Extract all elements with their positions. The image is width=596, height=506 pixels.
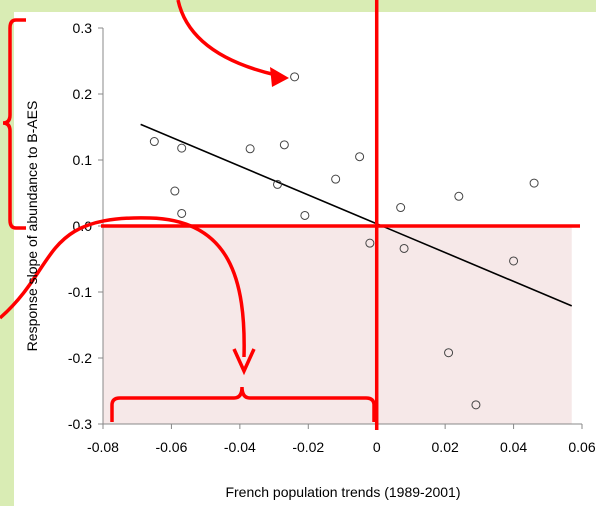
- x-tick-label: -0.02: [292, 439, 324, 455]
- x-tick-label: -0.04: [224, 439, 256, 455]
- data-points: [149, 72, 539, 410]
- annotation-curved-arrowhead: [232, 348, 256, 376]
- y-tick-label: 0.3: [73, 20, 93, 36]
- data-point: [444, 348, 454, 358]
- annotation-bottom-bracket: [110, 386, 376, 422]
- x-tick-label: 0: [373, 439, 381, 455]
- shaded-quadrant-layer: [103, 226, 572, 424]
- data-point: [529, 178, 539, 188]
- y-tick-label: 0.1: [73, 152, 93, 168]
- data-point: [300, 210, 310, 220]
- x-tick-label: 0.06: [568, 439, 595, 455]
- data-point: [365, 238, 375, 248]
- annotation-top-arrow: [176, 0, 277, 77]
- y-tick-labels: -0.3-0.2-0.10.00.10.20.3: [68, 20, 103, 432]
- data-point: [399, 243, 409, 253]
- x-tick-label: -0.06: [155, 439, 187, 455]
- data-point: [454, 191, 464, 201]
- data-point: [177, 143, 187, 153]
- annotation-curved-arrow: [0, 216, 246, 358]
- data-point: [279, 140, 289, 150]
- regression-line: [140, 123, 573, 307]
- shaded-quadrant: [103, 226, 572, 424]
- data-point: [245, 144, 255, 154]
- y-tick-label: -0.3: [68, 416, 92, 432]
- data-point: [272, 179, 282, 189]
- data-point: [509, 256, 519, 266]
- data-point: [149, 137, 159, 147]
- y-axis-title: Response slope of abundance to B-AES: [24, 101, 40, 352]
- x-tick-label: 0.02: [432, 439, 459, 455]
- data-point: [396, 203, 406, 213]
- annotation-top-arrowhead: [270, 67, 289, 87]
- x-axis-title: French population trends (1989-2001): [225, 484, 460, 500]
- data-point: [471, 400, 481, 410]
- x-tick-label: -0.08: [87, 439, 119, 455]
- data-point: [290, 72, 300, 82]
- x-tick-label: 0.04: [500, 439, 527, 455]
- y-tick-label: 0.2: [73, 86, 93, 102]
- annotation-layer: [0, 0, 580, 430]
- data-point: [170, 186, 180, 196]
- data-point: [331, 174, 341, 184]
- y-tick-label: -0.1: [68, 284, 92, 300]
- y-tick-label: -0.2: [68, 350, 92, 366]
- annotation-left-bracket: [2, 18, 26, 230]
- data-point: [355, 152, 365, 162]
- x-tick-labels: -0.08 -0.06 -0.04 -0.02 0 0.02 0.04 0.06: [87, 424, 596, 455]
- data-point: [177, 208, 187, 218]
- trendline-layer: [140, 123, 573, 307]
